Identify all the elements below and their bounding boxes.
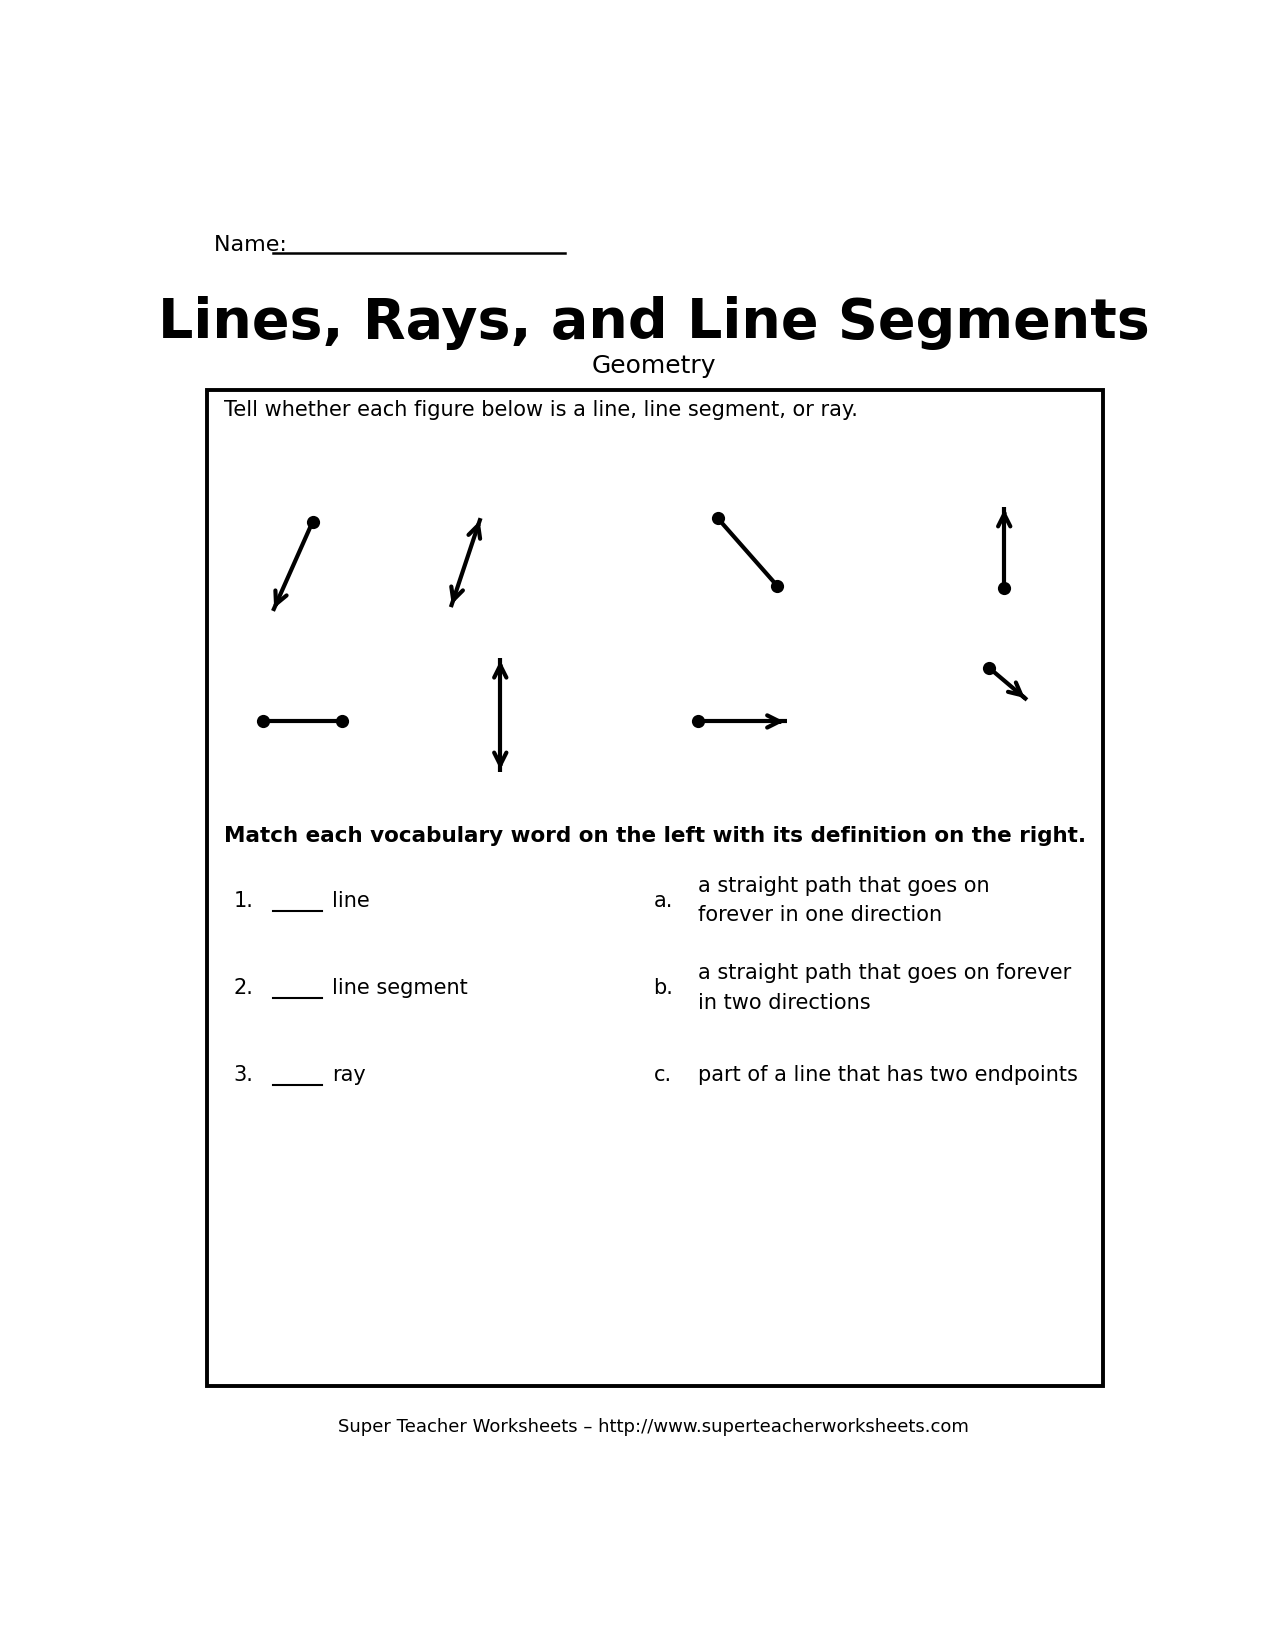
- Text: Super Teacher Worksheets – http://www.superteacherworksheets.com: Super Teacher Worksheets – http://www.su…: [338, 1417, 969, 1436]
- Text: b.: b.: [653, 978, 673, 998]
- Text: 2.: 2.: [233, 978, 254, 998]
- Text: 3.: 3.: [233, 1064, 254, 1084]
- FancyBboxPatch shape: [207, 389, 1103, 1386]
- Text: part of a line that has two endpoints: part of a line that has two endpoints: [697, 1064, 1077, 1084]
- Text: line segment: line segment: [333, 978, 468, 998]
- Text: Lines, Rays, and Line Segments: Lines, Rays, and Line Segments: [158, 295, 1149, 350]
- Text: a straight path that goes on
forever in one direction: a straight path that goes on forever in …: [697, 876, 989, 926]
- Text: a straight path that goes on forever
in two directions: a straight path that goes on forever in …: [697, 964, 1071, 1013]
- Text: Tell whether each figure below is a line, line segment, or ray.: Tell whether each figure below is a line…: [223, 401, 858, 421]
- Text: a.: a.: [653, 891, 673, 911]
- Text: line: line: [333, 891, 370, 911]
- Text: c.: c.: [653, 1064, 672, 1084]
- Text: Geometry: Geometry: [592, 353, 715, 378]
- Text: Match each vocabulary word on the left with its definition on the right.: Match each vocabulary word on the left w…: [223, 825, 1086, 846]
- Text: Name:: Name:: [214, 234, 293, 256]
- Text: 1.: 1.: [233, 891, 254, 911]
- Text: ray: ray: [333, 1064, 366, 1084]
